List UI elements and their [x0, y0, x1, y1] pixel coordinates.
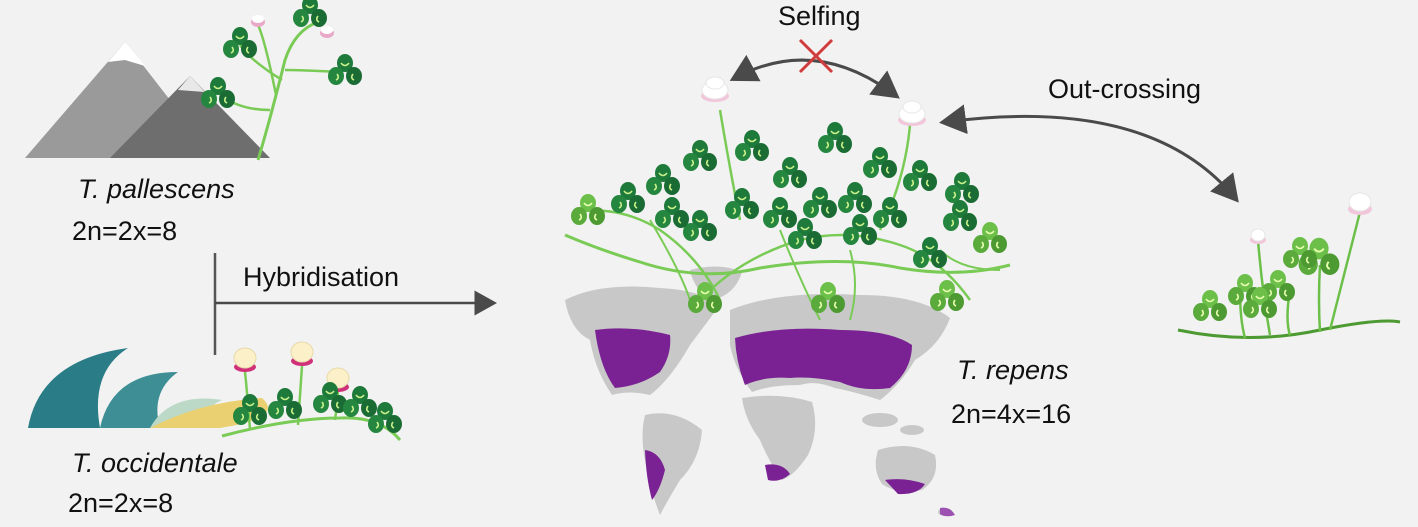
selfing-arrow — [729, 54, 900, 99]
outcrossing-arrow — [939, 104, 1239, 203]
mountains-icon — [25, 42, 270, 158]
selfing-label: Selfing — [778, 1, 861, 31]
repens-ploidy: 2n=4x=16 — [951, 399, 1072, 429]
repens-name: T. repens — [957, 355, 1069, 385]
hybridisation-arrow — [213, 253, 497, 355]
outcross-clover — [1177, 192, 1401, 339]
occidentale-name: T. occidentale — [72, 448, 238, 478]
pallescens-name: T. pallescens — [78, 174, 235, 204]
world-map — [565, 266, 955, 517]
waves-icon — [28, 348, 269, 428]
occidentale-clover — [221, 341, 403, 441]
pallescens-clover — [200, 0, 363, 161]
occidentale-ploidy: 2n=2x=8 — [68, 488, 174, 518]
pallescens-ploidy: 2n=2x=8 — [72, 216, 178, 246]
repens-clover-mass — [564, 76, 1011, 321]
hybridisation-label: Hybridisation — [243, 262, 400, 292]
outcrossing-label: Out-crossing — [1048, 74, 1202, 104]
cross-mark-icon — [798, 38, 834, 74]
